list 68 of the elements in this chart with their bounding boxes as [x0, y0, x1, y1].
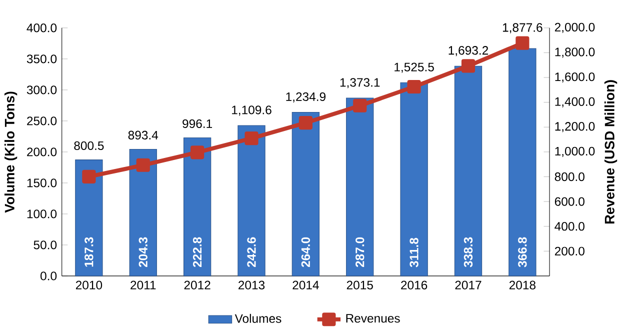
y2-tick-label: 2,000.0	[554, 22, 595, 33]
data-label: 1,525.5	[394, 62, 434, 73]
bar	[75, 160, 103, 276]
y-tick-label: 0.0	[40, 272, 57, 280]
data-label: 311.8	[410, 238, 418, 268]
bar	[292, 112, 320, 276]
point	[353, 98, 367, 112]
point	[298, 116, 312, 130]
x-tick-label: 2014	[292, 280, 319, 290]
data-label: 287.0	[356, 237, 364, 268]
bar	[183, 138, 212, 276]
data-label: 800.5	[74, 141, 104, 150]
y2-tick-label: 800.0	[554, 172, 584, 182]
y-tick-label: 50.0	[34, 240, 57, 250]
bar	[454, 66, 482, 276]
y-tick-label: 350.0	[26, 54, 57, 64]
y2-tick-label: 1,400.0	[555, 97, 595, 108]
y-tick-label: 100.0	[27, 210, 57, 218]
y2-tick-label: 600.0	[554, 197, 584, 206]
data-label: 1,234.9	[286, 92, 326, 102]
y-tick-label: 300.0	[26, 86, 57, 94]
data-label: 264.0	[301, 237, 310, 268]
data-label: 204.3	[138, 237, 148, 268]
data-label: 1,877.6	[502, 23, 542, 34]
bar	[129, 149, 157, 276]
legend-label: Revenues	[346, 314, 400, 323]
point	[136, 158, 150, 172]
y2-axis-title: Revenue (USD Million)	[604, 80, 618, 224]
x-tick-label: 2010	[76, 280, 102, 290]
y2-tick-label: 1,800.0	[555, 48, 595, 58]
point	[244, 132, 258, 146]
legend-label: Volumes	[234, 314, 282, 323]
bar	[238, 125, 266, 276]
x-tick-label: 2011	[130, 280, 156, 290]
point	[461, 59, 476, 73]
y2-tick-label: 200.0	[554, 246, 584, 256]
y2-tick-label: 400.0	[554, 222, 584, 231]
x-tick-label: 2013	[238, 280, 265, 290]
y-tick-label: 150.0	[27, 178, 57, 188]
bar	[400, 82, 428, 276]
y-tick-label: 400.0	[26, 24, 57, 32]
data-label: 1,109.6	[232, 106, 272, 116]
y-tick-label: 250.0	[27, 116, 57, 126]
data-label: 222.8	[192, 237, 202, 268]
data-label: 1,693.2	[448, 46, 488, 56]
data-label: 242.6	[247, 237, 256, 268]
x-tick-label: 2018	[509, 280, 536, 290]
data-label: 338.3	[464, 237, 473, 268]
data-label: 187.3	[84, 237, 94, 267]
y2-tick-label: 1,000.0	[555, 146, 595, 158]
y-tick-label: 200.0	[27, 148, 57, 156]
point	[82, 170, 96, 184]
point	[516, 36, 530, 50]
data-label: 366.8	[518, 237, 527, 268]
data-label: 893.4	[128, 130, 158, 140]
y2-tick-label: 1,200.0	[555, 122, 595, 132]
y-axis-title: Volume (Kilo Tons)	[4, 92, 18, 213]
point	[407, 80, 421, 94]
y2-tick-label: 1,600.0	[555, 72, 595, 83]
x-tick-label: 2015	[346, 280, 373, 290]
x-tick-label: 2012	[184, 280, 210, 290]
data-label: 996.1	[182, 119, 212, 128]
x-tick-label: 2016	[401, 280, 428, 290]
data-label: 1,373.1	[340, 78, 380, 88]
bar	[346, 98, 374, 276]
bar	[508, 48, 536, 276]
x-tick-label: 2017	[455, 280, 482, 290]
point	[190, 146, 204, 160]
